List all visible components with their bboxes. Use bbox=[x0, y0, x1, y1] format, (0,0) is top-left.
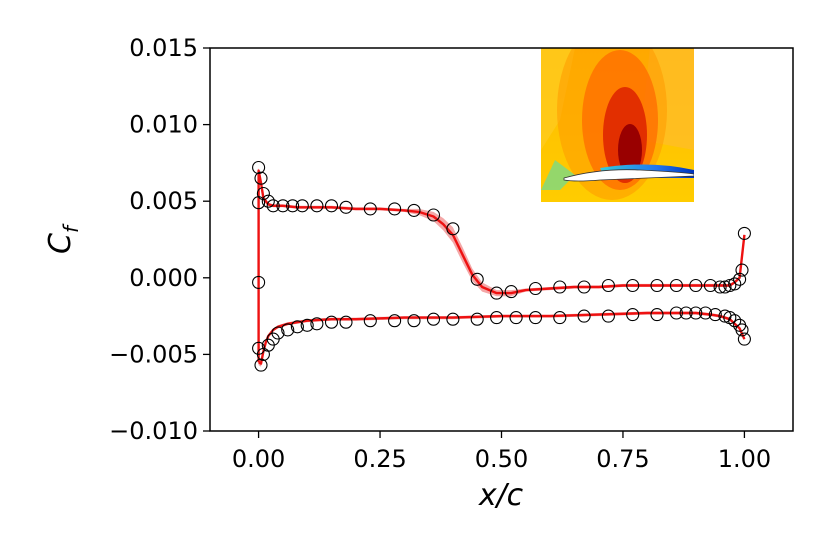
data-markers bbox=[252, 160, 751, 372]
x-tick-label: 0.75 bbox=[596, 445, 649, 473]
data-point-marker bbox=[601, 309, 615, 323]
x-tick-label: 0.50 bbox=[475, 445, 528, 473]
data-point-marker bbox=[281, 323, 295, 337]
data-point-marker bbox=[723, 278, 737, 293]
data-point-marker bbox=[254, 358, 268, 372]
data-point-marker bbox=[446, 222, 460, 236]
data-point-marker bbox=[703, 278, 717, 293]
data-point-marker bbox=[718, 280, 732, 294]
data-point-marker bbox=[553, 311, 567, 325]
data-point-marker bbox=[276, 199, 290, 213]
data-point-marker bbox=[407, 203, 421, 217]
data-point-marker bbox=[388, 314, 402, 328]
data-point-marker bbox=[290, 320, 304, 334]
data-point-marker bbox=[735, 263, 749, 277]
y-tick-label: −0.005 bbox=[109, 340, 198, 368]
data-point-marker bbox=[577, 280, 591, 294]
data-point-marker bbox=[528, 281, 543, 296]
data-point-marker bbox=[256, 186, 270, 201]
data-point-marker bbox=[271, 326, 285, 340]
data-point-marker bbox=[252, 275, 266, 289]
y-tick-label: 0.015 bbox=[129, 34, 198, 62]
data-point-marker bbox=[470, 272, 484, 286]
data-point-marker bbox=[669, 278, 683, 293]
data-point-marker bbox=[669, 306, 683, 320]
data-point-marker bbox=[679, 306, 693, 320]
y-axis-label: Cf bbox=[43, 223, 83, 254]
data-point-marker bbox=[601, 278, 615, 293]
data-point-marker bbox=[490, 311, 504, 325]
data-point-marker bbox=[295, 199, 309, 213]
data-point-marker bbox=[470, 312, 484, 326]
data-point-marker bbox=[737, 332, 751, 346]
plot-frame bbox=[209, 47, 794, 432]
data-point-marker bbox=[261, 194, 275, 208]
y-tick-label: −0.010 bbox=[109, 417, 198, 445]
data-point-marker bbox=[626, 278, 640, 293]
data-point-marker bbox=[252, 160, 266, 175]
data-point-marker bbox=[363, 202, 377, 216]
data-point-marker bbox=[650, 308, 664, 322]
y-tick-label: 0.010 bbox=[129, 111, 198, 139]
data-point-marker bbox=[528, 311, 543, 325]
y-axis-ticks: −0.010 −0.005 0.000 0.005 0.010 0.015 bbox=[109, 34, 210, 445]
inset-contour-core bbox=[618, 124, 642, 176]
inset-airfoil bbox=[563, 169, 694, 182]
data-point-marker bbox=[689, 278, 703, 293]
data-point-marker bbox=[626, 308, 640, 322]
y-tick-label: 0.000 bbox=[129, 264, 198, 292]
inset-contour-plot bbox=[541, 48, 694, 202]
data-point-marker bbox=[553, 280, 567, 294]
x-axis-ticks: 0.00 0.25 0.50 0.75 1.00 bbox=[232, 431, 771, 473]
data-point-marker bbox=[363, 314, 377, 328]
data-point-marker bbox=[689, 306, 703, 320]
data-point-marker bbox=[728, 314, 742, 328]
data-point-marker bbox=[426, 208, 441, 222]
data-point-marker bbox=[310, 199, 324, 213]
series-line-0 bbox=[257, 169, 746, 363]
data-point-marker bbox=[300, 318, 314, 332]
data-point-marker bbox=[737, 226, 751, 240]
y-tick-label: 0.005 bbox=[129, 187, 198, 215]
data-point-marker bbox=[407, 314, 421, 328]
data-point-marker bbox=[735, 323, 749, 337]
data-point-marker bbox=[509, 311, 523, 325]
data-point-marker bbox=[324, 315, 339, 329]
x-tick-label: 1.00 bbox=[718, 445, 771, 473]
data-point-marker bbox=[490, 286, 504, 300]
data-point-marker bbox=[266, 199, 280, 213]
data-point-marker bbox=[254, 171, 268, 185]
data-point-marker bbox=[728, 277, 742, 291]
data-point-marker bbox=[713, 280, 727, 294]
data-point-marker bbox=[650, 278, 664, 293]
x-tick-label: 0.00 bbox=[232, 445, 285, 473]
data-point-marker bbox=[577, 309, 591, 323]
y-axis-label-group: Cf bbox=[43, 223, 83, 254]
data-point-marker bbox=[388, 202, 402, 216]
y-axis-label-sub: f bbox=[59, 223, 83, 233]
data-point-marker bbox=[286, 199, 300, 213]
data-point-marker bbox=[339, 200, 353, 214]
data-point-marker bbox=[339, 315, 353, 329]
data-point-marker bbox=[446, 312, 460, 326]
data-point-marker bbox=[504, 285, 518, 299]
data-point-marker bbox=[698, 306, 713, 320]
data-point-marker bbox=[324, 199, 339, 213]
data-point-marker bbox=[708, 308, 722, 322]
data-point-marker bbox=[310, 317, 324, 331]
y-axis-label-main: C bbox=[43, 233, 78, 254]
x-tick-label: 0.25 bbox=[353, 445, 406, 473]
data-point-marker bbox=[733, 272, 747, 286]
inset-region-green bbox=[541, 160, 575, 190]
x-axis-label: x/c bbox=[478, 478, 524, 513]
data-point-marker bbox=[426, 312, 441, 326]
